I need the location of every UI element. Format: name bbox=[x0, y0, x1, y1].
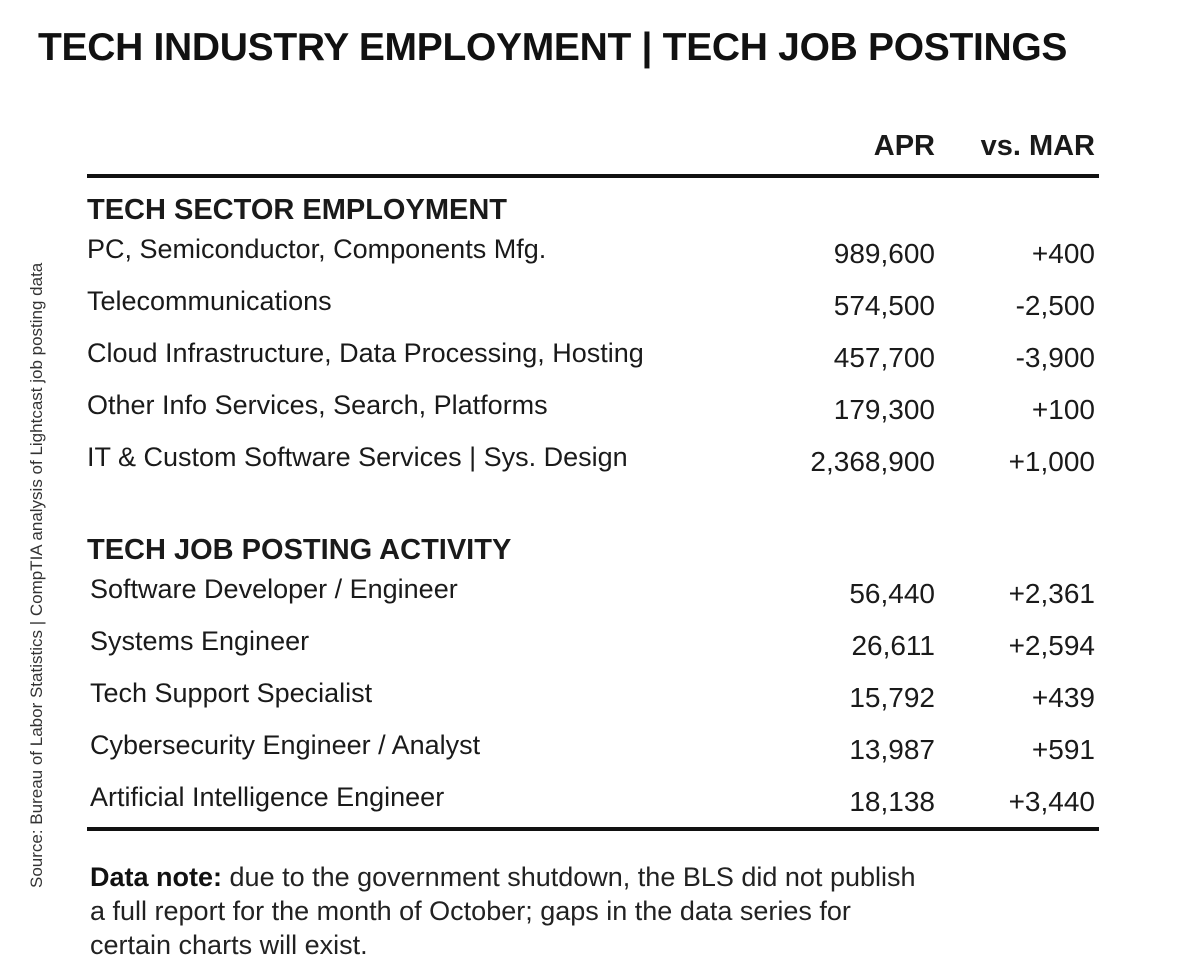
row-label: Artificial Intelligence Engineer bbox=[90, 782, 445, 812]
apr-value: 574,500 bbox=[833, 290, 935, 321]
row-label: Software Developer / Engineer bbox=[90, 574, 458, 604]
bottom-rule bbox=[87, 827, 1099, 831]
change-value: +2,361 bbox=[1008, 578, 1095, 609]
note-label: Data note: bbox=[90, 862, 223, 892]
column-header: APR bbox=[873, 130, 935, 162]
apr-value: 2,368,900 bbox=[810, 446, 935, 477]
apr-value: 989,600 bbox=[833, 238, 935, 269]
change-value: -3,900 bbox=[1015, 342, 1095, 373]
section-heading: TECH JOB POSTING ACTIVITY bbox=[87, 534, 512, 566]
change-value: +2,594 bbox=[1008, 630, 1095, 661]
note-text: certain charts will exist. bbox=[90, 930, 368, 960]
column-header: vs. MAR bbox=[980, 130, 1095, 162]
change-value: -2,500 bbox=[1015, 290, 1095, 321]
row-label: Tech Support Specialist bbox=[90, 678, 373, 708]
note-text: a full report for the month of October; … bbox=[90, 896, 851, 926]
apr-value: 457,700 bbox=[833, 342, 935, 373]
apr-value: 15,792 bbox=[849, 682, 935, 713]
header-rule bbox=[87, 174, 1099, 178]
change-value: +439 bbox=[1031, 682, 1095, 713]
note-line: a full report for the month of October; … bbox=[90, 898, 851, 925]
row-label: Cybersecurity Engineer / Analyst bbox=[90, 730, 481, 760]
note-line: Data note: due to the government shutdow… bbox=[90, 864, 916, 891]
title: TECH INDUSTRY EMPLOYMENT | TECH JOB POST… bbox=[38, 26, 1068, 69]
apr-value: 18,138 bbox=[849, 786, 935, 817]
row-label: Cloud Infrastructure, Data Processing, H… bbox=[87, 338, 644, 368]
row-label: IT & Custom Software Services | Sys. Des… bbox=[87, 442, 628, 472]
change-value: +3,440 bbox=[1008, 786, 1095, 817]
apr-value: 56,440 bbox=[849, 578, 935, 609]
row-label: Other Info Services, Search, Platforms bbox=[87, 390, 548, 420]
apr-value: 26,611 bbox=[851, 630, 935, 661]
source: Source: Bureau of Labor Statistics | Com… bbox=[27, 262, 46, 888]
apr-value: 179,300 bbox=[833, 394, 935, 425]
row-label: Telecommunications bbox=[87, 286, 332, 316]
change-value: +400 bbox=[1031, 238, 1095, 269]
row-label: Systems Engineer bbox=[90, 626, 310, 656]
note-text: due to the government shutdown, the BLS … bbox=[229, 862, 916, 892]
note-line: certain charts will exist. bbox=[90, 932, 368, 959]
apr-value: 13,987 bbox=[849, 734, 935, 765]
section-heading: TECH SECTOR EMPLOYMENT bbox=[87, 194, 507, 226]
change-value: +100 bbox=[1031, 394, 1095, 425]
change-value: +591 bbox=[1031, 734, 1095, 765]
row-label: PC, Semiconductor, Components Mfg. bbox=[87, 234, 547, 264]
change-value: +1,000 bbox=[1008, 446, 1095, 477]
